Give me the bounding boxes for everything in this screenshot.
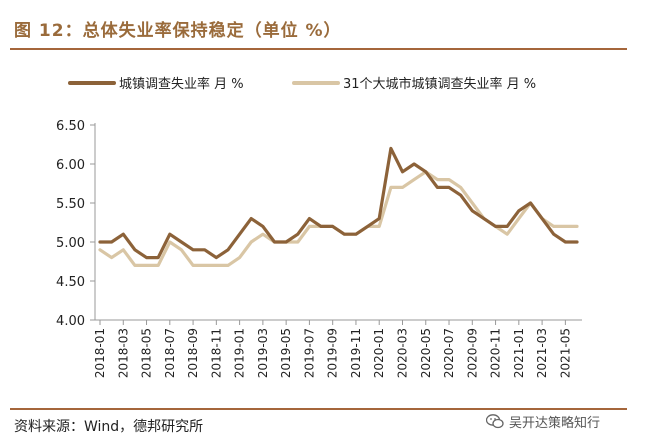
x-tick-label: 2018-03	[116, 328, 130, 378]
top-rule	[10, 48, 627, 50]
x-tick-label: 2019-03	[256, 328, 270, 378]
x-tick-label: 2020-01	[372, 328, 386, 378]
figure-title: 图 12：总体失业率保持稳定（单位 %）	[14, 21, 342, 41]
x-tick-label: 2019-01	[233, 328, 247, 378]
x-tick-label: 2020-09	[465, 328, 479, 378]
x-tick-label: 2018-01	[93, 328, 107, 378]
y-tick-label: 5.50	[56, 197, 85, 212]
watermark-text: 吴开达策略知行	[509, 416, 601, 431]
x-axis: 2018-01 2018-03 2018-05 2018-07 2018-09 2018-…	[93, 319, 582, 378]
x-tick-label: 2020-07	[442, 328, 456, 378]
y-tick-label: 6.50	[56, 119, 85, 134]
y-axis: 4.00 4.50 5.00 5.50 6.00 6.50	[56, 119, 96, 329]
bottom-rule	[10, 408, 627, 410]
y-tick-label: 4.50	[56, 275, 85, 290]
legend-label-series-1: 城镇调查失业率 月 %	[119, 76, 244, 92]
plot-lines	[98, 146, 579, 267]
y-tick-label: 4.00	[56, 314, 85, 329]
x-tick-label: 2020-11	[489, 328, 503, 378]
x-tick-label: 2018-09	[186, 328, 200, 378]
x-tick-label: 2021-01	[512, 328, 526, 378]
y-tick-label: 6.00	[56, 158, 85, 173]
watermark: 吴开达策略知行	[486, 412, 600, 431]
line-chart: 城镇调查失业率 月 % 31个大城市城镇调查失业率 月 % 4.00 4.50 5.…	[56, 76, 582, 378]
series-line-2	[98, 170, 579, 267]
legend: 城镇调查失业率 月 % 31个大城市城镇调查失业率 月 %	[68, 76, 536, 92]
x-tick-label: 2019-11	[349, 328, 363, 378]
x-tick-label: 2018-05	[140, 328, 154, 378]
x-tick-label: 2021-03	[535, 328, 549, 378]
x-tick-label: 2020-05	[419, 328, 433, 378]
wechat-icon	[486, 414, 504, 429]
x-tick-label: 2020-03	[395, 328, 409, 378]
legend-label-series-2: 31个大城市城镇调查失业率 月 %	[343, 76, 536, 92]
y-tick-label: 5.00	[56, 236, 85, 251]
series-line-1	[98, 146, 579, 260]
source-note: 资料来源：Wind，德邦研究所	[14, 419, 204, 435]
x-tick-label: 2019-05	[279, 328, 293, 378]
x-tick-label: 2019-07	[302, 328, 316, 378]
x-tick-label: 2019-09	[326, 328, 340, 378]
x-tick-label: 2018-11	[209, 328, 223, 378]
x-tick-label: 2018-07	[163, 328, 177, 378]
x-tick-label: 2021-05	[558, 328, 572, 378]
